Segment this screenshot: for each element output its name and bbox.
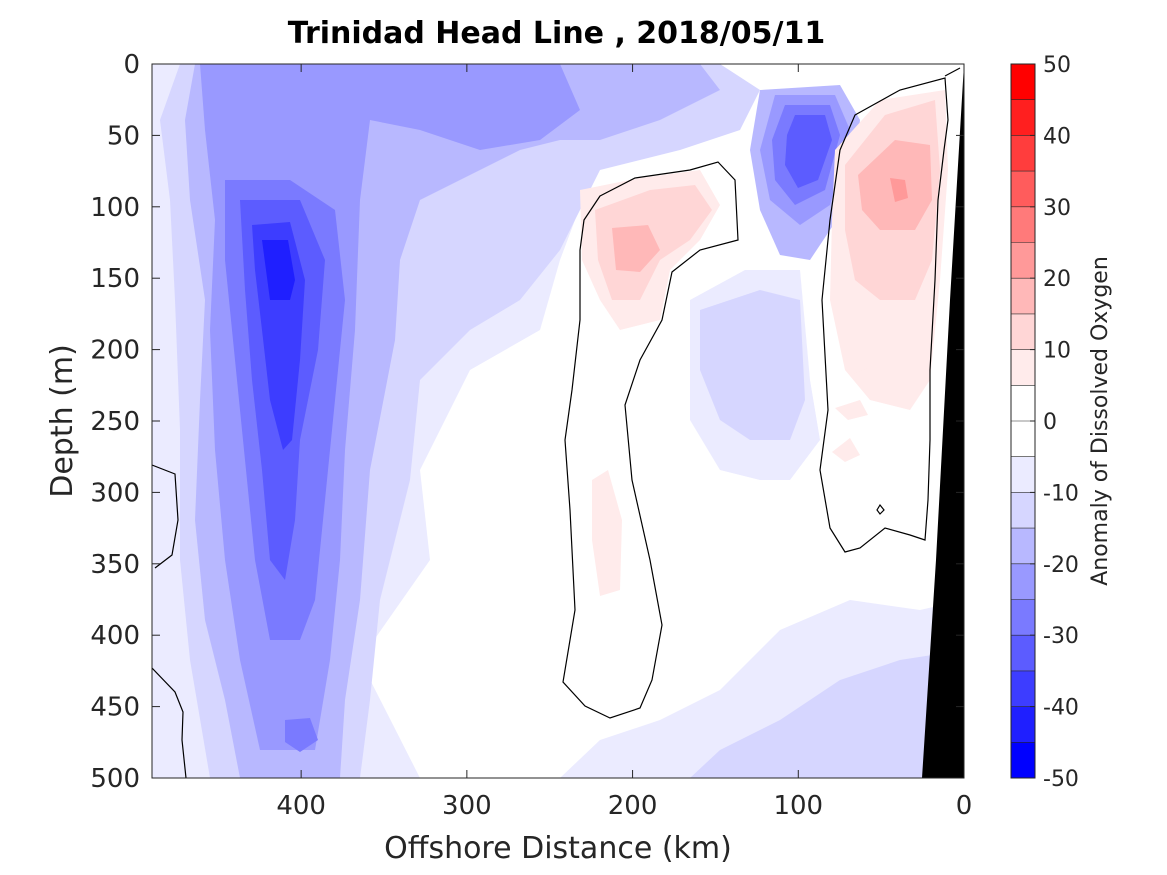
colorbar-segment (1011, 171, 1035, 207)
x-tick-label: 400 (276, 791, 326, 821)
y-tick-label: 350 (90, 550, 140, 580)
y-tick-label: 200 (90, 336, 140, 366)
colorbar-tick-label: 20 (1043, 267, 1071, 292)
y-tick-label: 50 (107, 121, 140, 151)
contour-pos10-inshore-small-c (853, 368, 872, 384)
plot-area (151, 63, 965, 779)
zero-contour-mid (562, 161, 739, 719)
colorbar-tick-label: -10 (1043, 481, 1079, 506)
colorbar-segment (1011, 385, 1035, 421)
contour-pos25-inshore (890, 178, 908, 202)
contour-neg45-offshore (262, 240, 295, 300)
colorbar-tick-label: -50 (1043, 767, 1079, 792)
colorbar-tick-label: 50 (1043, 53, 1071, 78)
zero-contours (152, 67, 961, 778)
colorbar-segment (1011, 456, 1035, 493)
x-tick-label: 200 (608, 791, 658, 821)
x-tick-label: 100 (773, 791, 823, 821)
zero-contour-offshore-left (152, 464, 179, 569)
y-tick-label: 500 (90, 764, 140, 794)
bathymetry-mask (922, 64, 964, 778)
colorbar-segment (1011, 706, 1035, 743)
x-axis: 400 300 200 100 0 (276, 64, 972, 821)
contour-neg15-inshore-deep (690, 650, 964, 778)
colorbar-segment (1011, 242, 1035, 279)
colorbar-segment (1011, 349, 1035, 386)
colorbar-segment (1011, 421, 1035, 457)
x-tick-label: 300 (442, 791, 492, 821)
y-axis-label: Depth (m) (45, 344, 80, 498)
colorbar-tick-label: -40 (1043, 696, 1079, 721)
contour-neg30-deep (285, 718, 318, 752)
colorbar-tick-label: 10 (1043, 339, 1071, 364)
colorbar-segment (1011, 742, 1035, 778)
colorbar-segment (1011, 528, 1035, 564)
y-tick-label: 300 (90, 478, 140, 508)
contour-neg35-near (785, 115, 832, 188)
colorbar-tick-label: 40 (1043, 124, 1071, 149)
colorbar-segment (1011, 313, 1035, 350)
y-tick-label: 250 (90, 407, 140, 437)
x-axis-label: Offshore Distance (km) (384, 831, 732, 866)
colorbar-segment (1011, 492, 1035, 529)
colorbar: 50 40 30 20 10 0 -10 -20 -30 -40 -50 (1010, 53, 1079, 792)
colorbar-tick-label: 0 (1043, 410, 1057, 435)
colorbar-segment (1011, 670, 1035, 707)
contour-neg15-mid (700, 290, 805, 440)
y-tick-label: 400 (90, 621, 140, 651)
zero-contour-small (876, 503, 885, 515)
colorbar-segment (1011, 135, 1035, 172)
colorbar-label: Anomaly of Dissolved Oxygen (1088, 256, 1113, 586)
y-tick-label: 100 (90, 193, 140, 223)
contour-fill (152, 64, 964, 778)
y-tick-label: 0 (123, 50, 140, 80)
contour-pos10-inshore-small-a (835, 400, 868, 420)
colorbar-segment (1011, 206, 1035, 243)
zero-contour-inshore (819, 77, 949, 553)
colorbar-segment (1011, 563, 1035, 600)
y-axis: 0 50 100 150 200 250 300 350 400 450 500 (90, 50, 964, 794)
x-tick-label: 0 (956, 791, 973, 821)
colorbar-segment (1011, 635, 1035, 671)
contour-pos10-mid-deep (592, 470, 622, 596)
colorbar-segment (1011, 278, 1035, 314)
chart-title: Trinidad Head Line , 2018/05/11 (287, 16, 826, 51)
colorbar-tick-label: 30 (1043, 196, 1071, 221)
zero-contour-offshore-deep (152, 667, 187, 778)
colorbar-segment (1011, 64, 1035, 100)
y-tick-label: 150 (90, 264, 140, 294)
colorbar-tick-label: -20 (1043, 553, 1079, 578)
y-tick-label: 450 (90, 693, 140, 723)
colorbar-tick-label: -30 (1043, 624, 1079, 649)
colorbar-segment (1011, 99, 1035, 136)
zero-contour-surface (944, 67, 961, 77)
contour-pos10-inshore-small-b (832, 438, 860, 462)
colorbar-segment (1011, 599, 1035, 636)
contour-pos20-mid (612, 225, 660, 272)
